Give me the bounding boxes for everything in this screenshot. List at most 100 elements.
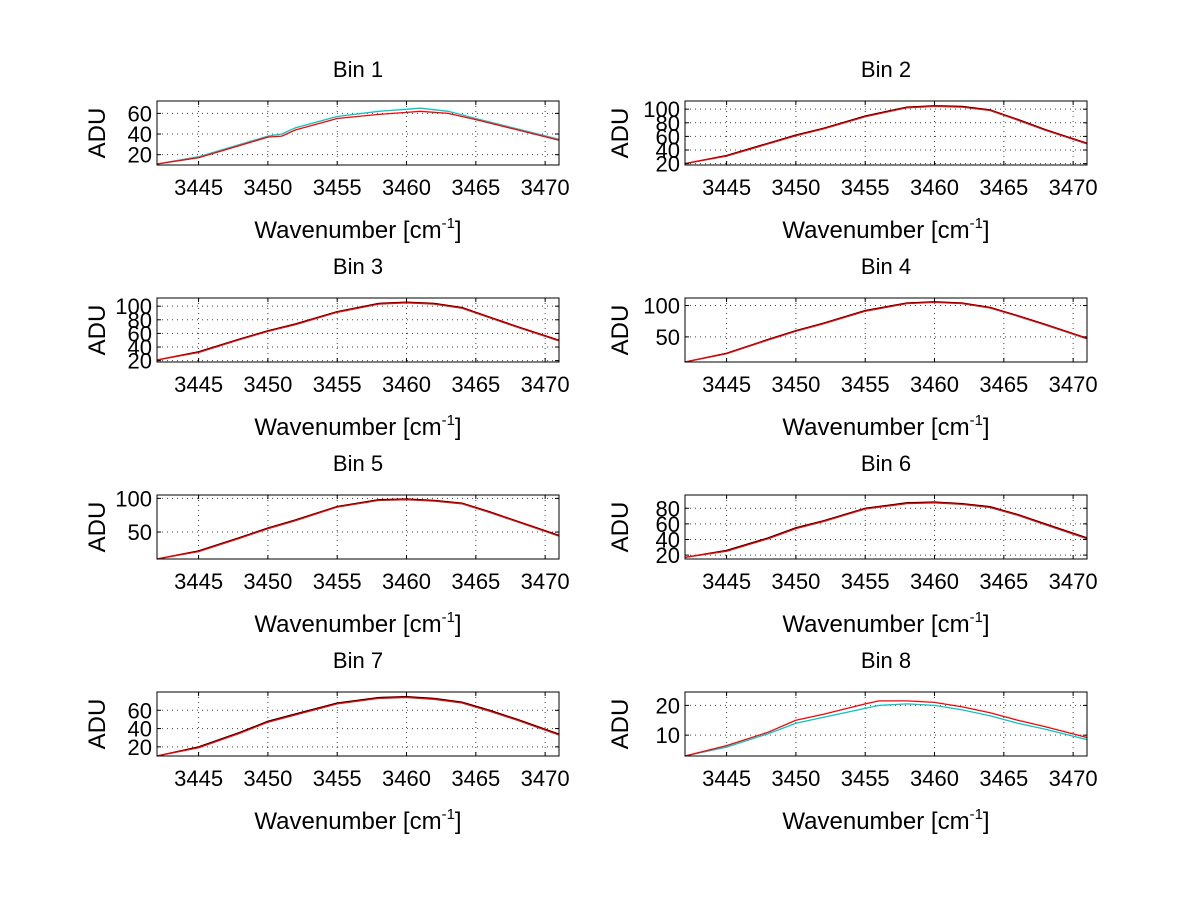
x-tick-label: 3470 bbox=[1049, 175, 1098, 200]
y-tick-label: 80 bbox=[128, 308, 152, 333]
x-tick-label: 3470 bbox=[1049, 569, 1098, 594]
x-axis-label: Wavenumber [cm-1] bbox=[254, 215, 461, 244]
series-line-red bbox=[684, 700, 1088, 757]
x-tick-label: 3460 bbox=[382, 175, 431, 200]
axes-frame bbox=[156, 100, 560, 166]
x-tick-label: 3470 bbox=[1049, 766, 1098, 791]
y-tick-label: 60 bbox=[128, 101, 152, 126]
x-tick-label: 3450 bbox=[243, 569, 292, 594]
subplot-title: Bin 5 bbox=[333, 451, 383, 476]
series-line-black bbox=[684, 105, 1088, 165]
x-axis-label: Wavenumber [cm-1] bbox=[254, 806, 461, 835]
y-axis-label: ADU bbox=[84, 699, 111, 750]
y-tick-label: 20 bbox=[656, 543, 680, 568]
x-tick-label: 3455 bbox=[313, 766, 362, 791]
x-tick-label: 3455 bbox=[841, 766, 890, 791]
y-axis-label: ADU bbox=[84, 108, 111, 159]
y-axis-label: ADU bbox=[607, 305, 634, 356]
y-tick-label: 50 bbox=[656, 325, 680, 350]
x-tick-label: 3455 bbox=[313, 569, 362, 594]
y-tick-label: 20 bbox=[128, 735, 152, 760]
series-line-red bbox=[156, 302, 560, 361]
x-tick-label: 3465 bbox=[451, 569, 500, 594]
y-tick-label: 100 bbox=[643, 294, 680, 319]
x-tick-label: 3460 bbox=[382, 569, 431, 594]
axes-frame bbox=[156, 691, 560, 757]
subplot-title: Bin 6 bbox=[861, 451, 911, 476]
x-tick-label: 3460 bbox=[910, 372, 959, 397]
x-tick-label: 3465 bbox=[451, 175, 500, 200]
subplot-title: Bin 1 bbox=[333, 57, 383, 82]
subplot-bin-8: 3445 3450 3455 3460 3465 3470 10 20 Bin 8 Wavenum… bbox=[607, 648, 1098, 835]
x-tick-label: 3450 bbox=[243, 175, 292, 200]
series-line-black bbox=[156, 301, 560, 361]
series-line-black bbox=[684, 501, 1088, 559]
y-tick-label: 60 bbox=[128, 321, 152, 346]
y-tick-label: 60 bbox=[128, 698, 152, 723]
y-tick-label: 100 bbox=[115, 486, 152, 511]
series-line-red bbox=[684, 502, 1088, 559]
x-tick-label: 3470 bbox=[1049, 372, 1098, 397]
axes-frame bbox=[684, 297, 1088, 363]
series-line-red bbox=[156, 499, 560, 560]
y-tick-label: 80 bbox=[656, 496, 680, 521]
x-tick-label: 3455 bbox=[841, 569, 890, 594]
x-tick-label: 3445 bbox=[702, 569, 751, 594]
x-tick-label: 3470 bbox=[521, 569, 570, 594]
x-tick-label: 3465 bbox=[979, 372, 1028, 397]
x-tick-label: 3445 bbox=[174, 372, 223, 397]
axes-frame bbox=[684, 100, 1088, 166]
y-tick-label: 60 bbox=[656, 512, 680, 537]
y-tick-label: 40 bbox=[656, 527, 680, 552]
x-tick-label: 3465 bbox=[979, 569, 1028, 594]
y-tick-label: 10 bbox=[656, 723, 680, 748]
x-tick-label: 3460 bbox=[910, 766, 959, 791]
x-tick-label: 3450 bbox=[771, 372, 820, 397]
y-tick-label: 40 bbox=[128, 122, 152, 147]
y-tick-label: 40 bbox=[656, 138, 680, 163]
x-tick-label: 3445 bbox=[174, 569, 223, 594]
y-tick-label: 20 bbox=[128, 143, 152, 168]
y-axis-label: ADU bbox=[607, 502, 634, 553]
x-tick-label: 3465 bbox=[979, 766, 1028, 791]
y-axis-label: ADU bbox=[84, 502, 111, 553]
x-tick-label: 3445 bbox=[174, 766, 223, 791]
series-line-red bbox=[684, 105, 1088, 165]
subplot-bin-5: 3445 3450 3455 3460 3465 3470 50 100 Bin 5 Wavenu… bbox=[84, 451, 570, 638]
x-tick-label: 3465 bbox=[451, 372, 500, 397]
axes-frame bbox=[684, 691, 1088, 757]
x-tick-label: 3465 bbox=[979, 175, 1028, 200]
axes-frame bbox=[684, 494, 1088, 560]
x-tick-label: 3450 bbox=[771, 766, 820, 791]
x-tick-label: 3470 bbox=[521, 372, 570, 397]
x-axis-label: Wavenumber [cm-1] bbox=[782, 412, 989, 441]
subplot-bin-4: 3445 3450 3455 3460 3465 3470 50 100 Bin 4 Wavenu… bbox=[607, 254, 1098, 441]
x-axis-label: Wavenumber [cm-1] bbox=[782, 215, 989, 244]
y-tick-label: 20 bbox=[656, 693, 680, 718]
x-tick-label: 3460 bbox=[910, 569, 959, 594]
y-tick-label: 20 bbox=[128, 349, 152, 374]
x-tick-label: 3460 bbox=[910, 175, 959, 200]
y-tick-label: 40 bbox=[128, 335, 152, 360]
x-tick-label: 3450 bbox=[771, 175, 820, 200]
subplot-title: Bin 7 bbox=[333, 648, 383, 673]
subplot-title: Bin 4 bbox=[861, 254, 911, 279]
y-axis-label: ADU bbox=[607, 108, 634, 159]
x-tick-label: 3470 bbox=[521, 766, 570, 791]
series-line-black bbox=[156, 498, 560, 560]
x-tick-label: 3450 bbox=[243, 372, 292, 397]
x-tick-label: 3470 bbox=[521, 175, 570, 200]
y-tick-label: 40 bbox=[128, 717, 152, 742]
subplot-title: Bin 2 bbox=[861, 57, 911, 82]
y-tick-label: 80 bbox=[656, 111, 680, 136]
x-tick-label: 3445 bbox=[702, 766, 751, 791]
x-tick-label: 3455 bbox=[841, 372, 890, 397]
y-tick-label: 100 bbox=[643, 97, 680, 122]
subplot-title: Bin 8 bbox=[861, 648, 911, 673]
